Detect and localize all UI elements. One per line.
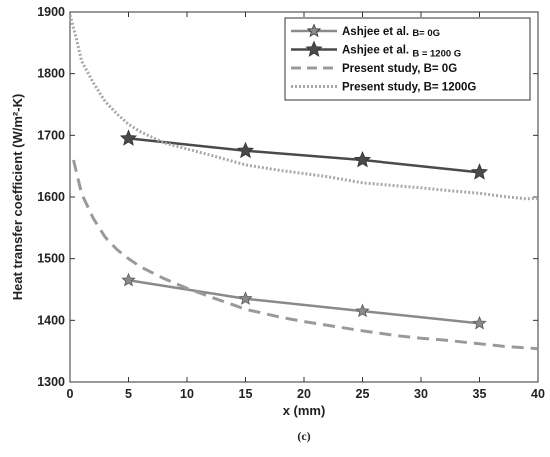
data-point-marker bbox=[121, 272, 136, 287]
x-tick-label: 30 bbox=[414, 387, 428, 401]
y-tick-label: 1600 bbox=[37, 190, 65, 204]
x-tick-label: 40 bbox=[531, 387, 545, 401]
data-point-marker bbox=[238, 291, 253, 305]
x-tick-label: 5 bbox=[125, 387, 132, 401]
y-tick-label: 1300 bbox=[37, 375, 65, 389]
data-point-marker bbox=[355, 303, 370, 318]
legend-label-2: Present study, B= 0G bbox=[342, 63, 457, 75]
data-point-marker bbox=[470, 163, 489, 180]
y-tick-label: 1700 bbox=[37, 128, 65, 142]
legend-marker-1 bbox=[305, 40, 323, 57]
y-tick-label: 1900 bbox=[37, 5, 65, 19]
x-axis-label: x (mm) bbox=[283, 403, 326, 418]
x-tick-label: 10 bbox=[180, 387, 194, 401]
legend-label-1: Ashjee et al. B = 1200 G bbox=[342, 45, 461, 60]
y-axis-label: Heat transfer coefficient (W/m²-K) bbox=[10, 94, 25, 301]
series-line-1 bbox=[128, 137, 480, 174]
x-tick-label: 15 bbox=[239, 387, 253, 401]
y-tick-label: 1800 bbox=[37, 67, 65, 81]
legend-label-0: Ashjee et al. B= 0G bbox=[342, 26, 440, 39]
data-point-marker bbox=[472, 315, 487, 330]
data-point-marker bbox=[236, 141, 255, 159]
series-line-2 bbox=[72, 159, 539, 351]
figure-caption: (c) bbox=[297, 429, 310, 443]
y-tick-label: 1500 bbox=[37, 252, 65, 266]
data-point-marker bbox=[119, 129, 138, 146]
x-tick-label: 25 bbox=[356, 387, 370, 401]
legend-marker-0 bbox=[306, 23, 322, 38]
x-tick-label: 20 bbox=[297, 387, 311, 401]
x-tick-label: 35 bbox=[473, 387, 487, 401]
y-tick-label: 1400 bbox=[37, 313, 65, 327]
data-point-marker bbox=[353, 150, 372, 168]
x-tick-label: 0 bbox=[67, 387, 74, 401]
legend-label-3: Present study, B= 1200G bbox=[342, 82, 476, 94]
